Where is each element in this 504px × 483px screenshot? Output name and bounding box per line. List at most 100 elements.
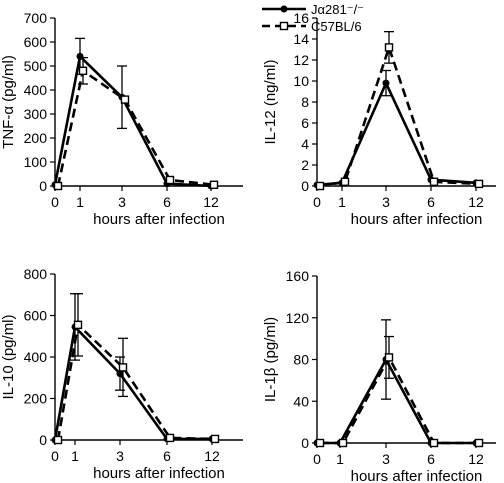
il-10-y-tick-label: 200 xyxy=(24,391,48,407)
il-12-y-tick-label: 6 xyxy=(301,115,309,131)
tnf-alpha-series-c57bl6-point xyxy=(209,180,219,190)
legend-marker-ja281 xyxy=(280,5,288,13)
il-10-series-c57bl6-point xyxy=(210,434,220,444)
legend-label-c57bl6: C57BL/6 xyxy=(311,19,362,34)
il-1beta-x-tick-label: 3 xyxy=(382,451,390,467)
tnf-alpha-y-axis-title: TNF-α (pg/ml) xyxy=(0,55,17,149)
il-12-series-c57bl6-line xyxy=(319,46,480,188)
il-10-y-tick-label: 600 xyxy=(24,308,48,324)
il-12-x-axis-title: hours after infection xyxy=(351,211,483,228)
tnf-alpha-series-c57bl6-point xyxy=(165,175,175,185)
il-1beta-series-c57bl6-point xyxy=(474,438,484,448)
il-1beta-y-axis-title: IL-1β (pg/ml) xyxy=(262,317,279,402)
legend-label-ja281: Jα281⁻/⁻ xyxy=(311,2,364,17)
tnf-alpha-series-ja281-line xyxy=(53,55,212,188)
il-10-y-tick-label: 800 xyxy=(24,266,48,282)
il-10-x-axis-title: hours after infection xyxy=(93,465,225,482)
il-1beta-series-c57bl6-point xyxy=(384,353,394,362)
il-10-x-tick-label: 6 xyxy=(163,448,171,464)
il-1beta-y-tick-label: 160 xyxy=(286,268,310,284)
legend: Jα281⁻/⁻ C57BL/6 xyxy=(262,2,364,34)
il-1beta-y-tick-label: 40 xyxy=(293,393,309,409)
il-12-x-tick-label: 1 xyxy=(338,194,346,210)
il-12-y-tick-label: 10 xyxy=(293,73,309,89)
il-12-series-c57bl6-point xyxy=(429,177,439,187)
il-12-x-tick-label: 12 xyxy=(468,194,484,210)
il-12-y-tick-label: 12 xyxy=(293,52,309,68)
il-12-x-tick-label: 6 xyxy=(427,194,435,210)
il-12-y-tick-label: 4 xyxy=(301,136,309,152)
il-1beta-y-tick-label: 120 xyxy=(286,310,310,326)
tnf-alpha-series-c57bl6-line xyxy=(56,69,215,187)
il-1beta-x-tick-label: 1 xyxy=(336,451,344,467)
tnf-alpha-y-tick-label: 100 xyxy=(24,154,48,170)
il-12-y-tick-label: 16 xyxy=(293,10,309,26)
il-12-y-axis-title: IL-12 (ng/ml) xyxy=(262,59,279,144)
tnf-alpha-x-tick-label: 6 xyxy=(163,194,171,210)
il-1beta-series-ja281 xyxy=(313,319,480,447)
tnf-alpha-y-tick-label: 700 xyxy=(24,10,48,26)
il-12-x-tick-label: 0 xyxy=(313,194,321,210)
il-12-series-c57bl6-point xyxy=(474,179,484,189)
legend-marker-c57bl6 xyxy=(279,21,289,31)
il-10-y-tick-label: 0 xyxy=(39,432,47,448)
tnf-alpha-y-tick-label: 400 xyxy=(24,82,48,98)
tnf-alpha-y-tick-label: 500 xyxy=(24,58,48,74)
tnf-alpha-x-tick-label: 0 xyxy=(51,194,59,210)
tnf-alpha-series-c57bl6-point xyxy=(78,66,88,76)
tnf-alpha-series-c57bl6-point xyxy=(120,95,130,104)
il-1beta-x-tick-label: 0 xyxy=(313,451,321,467)
il-1beta-series-c57bl6 xyxy=(315,335,484,448)
il-1beta-x-tick-label: 12 xyxy=(468,451,484,467)
tnf-alpha-x-axis-title: hours after infection xyxy=(93,211,225,228)
il-12-y-tick-label: 14 xyxy=(293,31,309,47)
il-1beta-x-tick-label: 6 xyxy=(427,451,435,467)
il-10-x-tick-label: 0 xyxy=(51,448,59,464)
il-1beta-series-ja281-line xyxy=(317,358,476,445)
il-10-x-tick-label: 1 xyxy=(71,448,79,464)
tnf-alpha-series-c57bl6-point xyxy=(53,181,63,191)
il-1beta-x-axis-title: hours after infection xyxy=(351,468,483,483)
il-10-x-tick-label: 3 xyxy=(116,448,124,464)
tnf-alpha-x-tick-label: 1 xyxy=(76,194,84,210)
tnf-alpha-x-tick-label: 3 xyxy=(118,194,126,210)
il-1beta-y-tick-label: 0 xyxy=(301,435,309,451)
il-12-series-ja281-point xyxy=(382,79,390,87)
il-12-x-tick-label: 3 xyxy=(382,194,390,210)
tnf-alpha-x-tick-label: 12 xyxy=(203,194,219,210)
il-12-series-ja281-line xyxy=(316,81,477,187)
il-12-y-tick-label: 2 xyxy=(301,157,309,173)
il-10-x-tick-label: 12 xyxy=(204,448,220,464)
tnf-alpha-y-tick-label: 0 xyxy=(39,178,47,194)
il-12-series-c57bl6-point xyxy=(340,177,350,187)
il-1beta-series-c57bl6-point xyxy=(338,438,348,448)
il-10-series-c57bl6-point xyxy=(53,435,63,445)
il-12-y-tick-label: 0 xyxy=(301,178,309,194)
il-1beta-series-c57bl6-point xyxy=(315,438,325,448)
il-1beta-series-c57bl6-line xyxy=(320,356,479,445)
il-10-y-axis-title: IL-10 (pg/ml) xyxy=(0,314,17,399)
il-10-series-c57bl6-point xyxy=(118,363,128,372)
il-10-series-c57bl6 xyxy=(53,293,220,445)
il-1beta-series-c57bl6-point xyxy=(429,438,439,448)
il-10-y-tick-label: 400 xyxy=(24,349,48,365)
tnf-alpha-y-tick-label: 300 xyxy=(24,106,48,122)
il-12-series-c57bl6-point xyxy=(384,43,394,52)
il-12-series-c57bl6-point xyxy=(315,181,325,191)
il-10-series-c57bl6-line xyxy=(56,323,216,441)
il-12-series-c57bl6 xyxy=(315,30,484,191)
il-1beta-y-tick-label: 80 xyxy=(293,352,309,368)
il-10-series-c57bl6-point xyxy=(165,433,175,443)
tnf-alpha-series-c57bl6 xyxy=(53,56,219,191)
il-10-series-ja281-point xyxy=(116,370,124,378)
tnf-alpha-y-tick-label: 600 xyxy=(24,34,48,50)
il-10-series-c57bl6-point xyxy=(73,320,83,330)
il-12-y-tick-label: 8 xyxy=(301,94,309,110)
il-10-series-ja281 xyxy=(51,293,216,444)
